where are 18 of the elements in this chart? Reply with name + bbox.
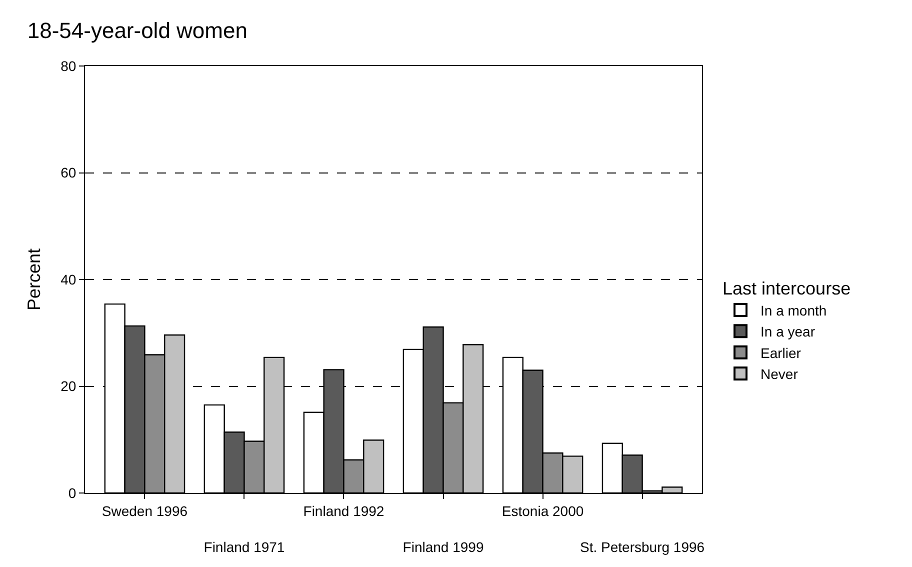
x-tick-label: Estonia 2000 [502,502,584,519]
y-tick-label: 60 [60,164,76,181]
x-tick-label: Finland 1999 [402,539,484,556]
x-tick-label: Finland 1992 [303,502,384,519]
x-tick-label: St. Petersburg 1996 [580,539,705,556]
y-tick-label: 80 [60,58,76,74]
chart-title: 18-54-year-old women [27,18,248,44]
legend-label: In a month [760,302,827,318]
x-tick-label: Finland 1971 [204,539,285,556]
y-tick-label: 20 [60,378,76,394]
y-tick-label: 40 [60,271,76,288]
legend-label: Never [760,366,798,382]
legend-label: In a year [760,324,816,340]
legend-label: Earlier [760,344,802,361]
x-tick-label: Sweden 1996 [102,502,188,519]
y-axis-title: Percent [24,248,44,311]
legend-title: Last intercourse [722,278,851,298]
y-tick-label: 0 [68,484,76,501]
